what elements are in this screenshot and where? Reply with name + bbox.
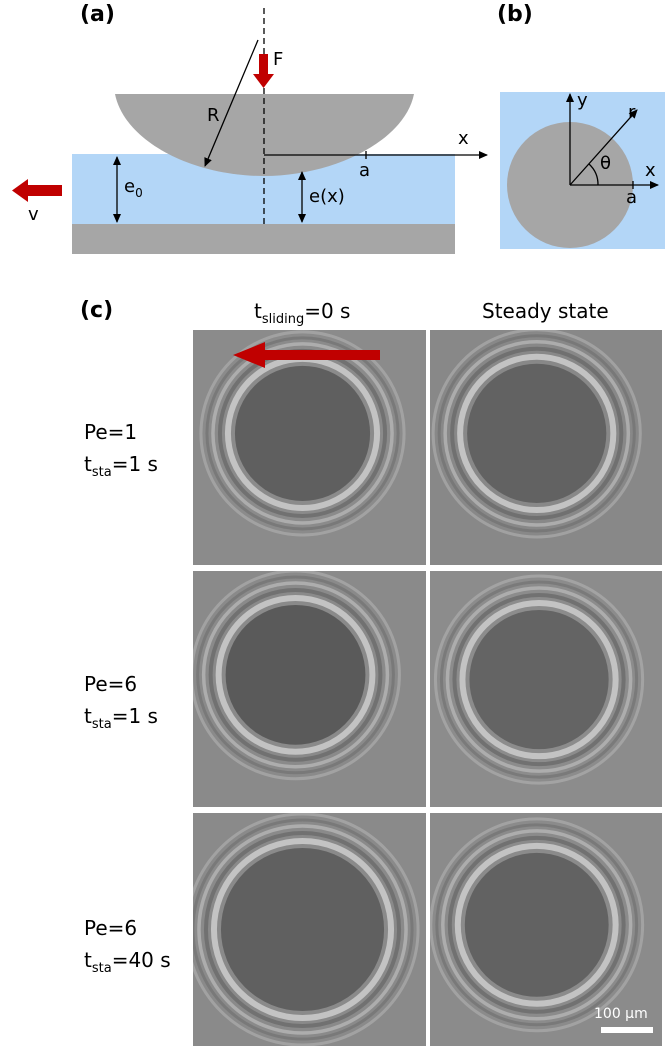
label-x-axis: x bbox=[458, 128, 469, 149]
panel-a-label: (a) bbox=[80, 2, 115, 27]
label-r-b: r bbox=[628, 102, 636, 123]
label-gap-far: e0 bbox=[124, 176, 143, 200]
photo-r2-steady bbox=[430, 571, 662, 807]
velocity-arrow bbox=[12, 179, 62, 202]
sliding-direction-arrow bbox=[233, 342, 380, 368]
label-gap-local: e(x) bbox=[309, 186, 345, 207]
theta-arc bbox=[588, 163, 599, 186]
column-header-steady: Steady state bbox=[482, 299, 609, 323]
force-arrow bbox=[253, 54, 274, 88]
scale-bar-label: 100 µm bbox=[594, 1006, 648, 1022]
label-y-axis-b: y bbox=[577, 90, 588, 111]
photo-r1-sliding bbox=[193, 330, 426, 565]
row-label-2: Pe=6 tsta=1 s bbox=[84, 672, 158, 732]
label-a-b: a bbox=[626, 187, 638, 208]
label-velocity: v bbox=[28, 204, 39, 225]
photo-r3-steady bbox=[430, 813, 662, 1046]
radius-arrow bbox=[204, 39, 259, 167]
row-label-3: Pe=6 tsta=40 s bbox=[84, 916, 171, 976]
label-x-axis-b: x bbox=[645, 160, 656, 181]
panel-a-diagram bbox=[12, 8, 488, 254]
photo-r1-steady bbox=[430, 330, 662, 565]
panel-c-label: (c) bbox=[80, 298, 114, 323]
panel-b-diagram bbox=[500, 92, 665, 249]
photo-r2-sliding bbox=[193, 571, 426, 807]
column-header-sliding: tsliding=0 s bbox=[254, 299, 351, 327]
r-arrow bbox=[569, 109, 638, 186]
scale-bar bbox=[601, 1027, 653, 1033]
label-theta-b: θ bbox=[600, 153, 612, 174]
label-radius: R bbox=[207, 105, 220, 126]
panel-b-label: (b) bbox=[497, 2, 533, 27]
photo-r3-sliding bbox=[193, 813, 426, 1046]
substrate bbox=[72, 224, 455, 254]
label-contact-radius: a bbox=[359, 160, 371, 181]
row-label-1: Pe=1 tsta=1 s bbox=[84, 420, 158, 480]
label-force: F bbox=[273, 49, 284, 70]
